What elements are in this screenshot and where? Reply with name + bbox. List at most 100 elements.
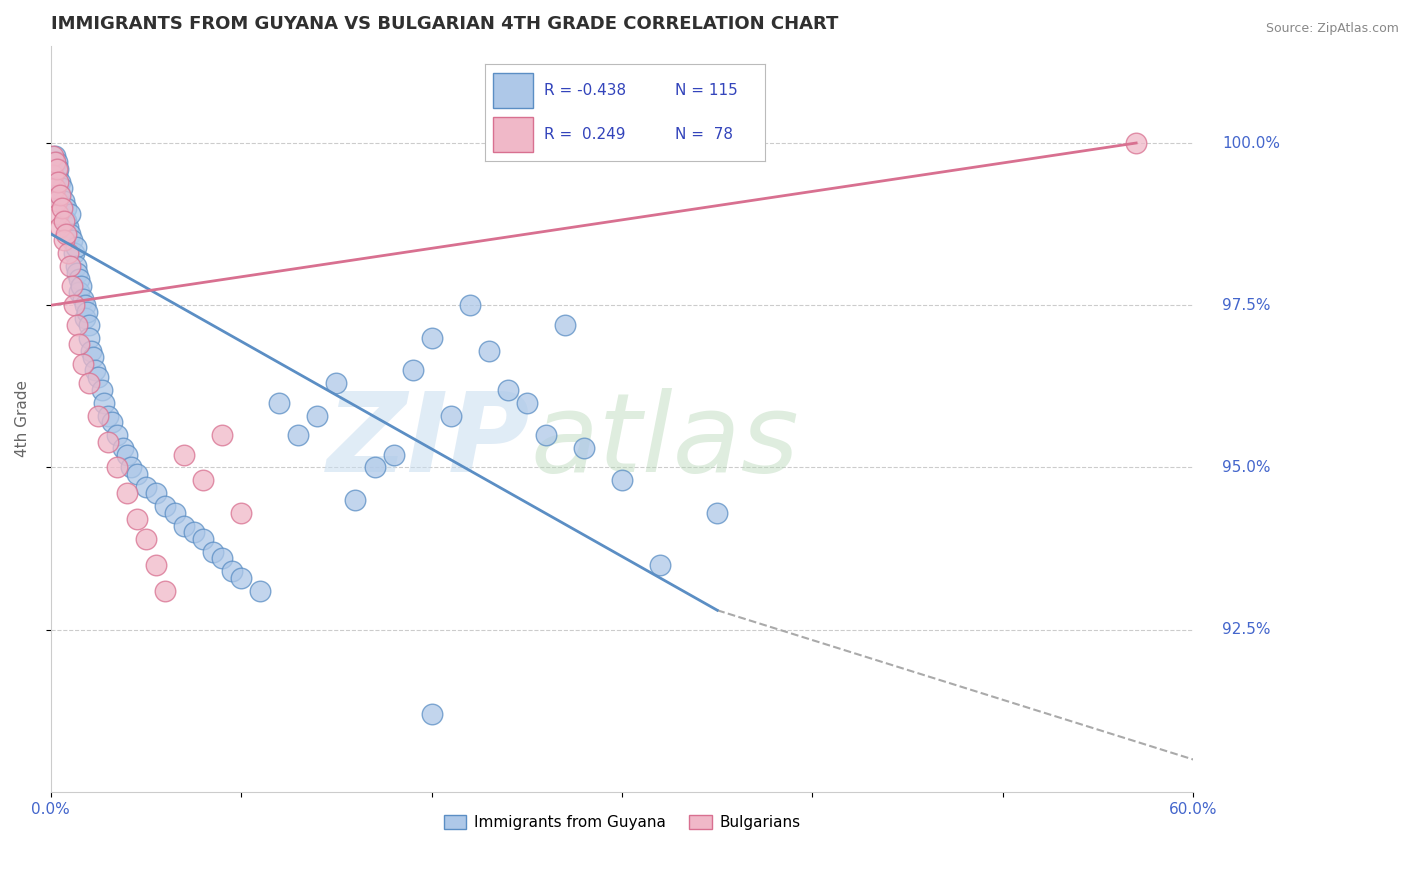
Point	[650, 558, 672, 572]
Point	[44, 155, 66, 169]
Point	[55, 227, 77, 241]
Point	[401, 363, 423, 377]
Point	[120, 460, 142, 475]
Point	[44, 181, 66, 195]
Text: Source: ZipAtlas.com: Source: ZipAtlas.com	[1265, 22, 1399, 36]
Point	[91, 383, 114, 397]
Point	[77, 376, 100, 391]
Point	[77, 318, 100, 332]
Text: atlas: atlas	[530, 388, 799, 495]
Point	[211, 551, 233, 566]
Point	[45, 155, 67, 169]
Point	[112, 441, 135, 455]
Point	[67, 285, 90, 300]
Point	[93, 395, 115, 409]
Point	[516, 395, 538, 409]
Point	[45, 194, 67, 209]
Point	[49, 175, 72, 189]
Point	[496, 383, 519, 397]
Point	[325, 376, 347, 391]
Point	[125, 467, 148, 481]
Point	[83, 363, 105, 377]
Text: 97.5%: 97.5%	[1222, 298, 1271, 313]
Text: 95.0%: 95.0%	[1222, 460, 1271, 475]
Point	[231, 506, 253, 520]
Point	[53, 233, 76, 247]
Point	[211, 428, 233, 442]
Point	[287, 428, 309, 442]
Point	[163, 506, 186, 520]
Point	[87, 409, 110, 423]
Point	[183, 525, 205, 540]
Point	[173, 519, 195, 533]
Point	[269, 395, 291, 409]
Point	[60, 233, 83, 247]
Point	[51, 201, 73, 215]
Point	[572, 441, 595, 455]
Point	[344, 492, 367, 507]
Point	[67, 337, 90, 351]
Point	[534, 428, 557, 442]
Point	[173, 448, 195, 462]
Point	[48, 175, 70, 189]
Point	[307, 409, 329, 423]
Y-axis label: 4th Grade: 4th Grade	[15, 380, 30, 458]
Point	[70, 278, 93, 293]
Point	[72, 292, 94, 306]
Point	[80, 343, 103, 358]
Point	[53, 214, 76, 228]
Point	[67, 272, 90, 286]
Point	[87, 369, 110, 384]
Point	[59, 207, 82, 221]
Point	[62, 246, 84, 260]
Point	[221, 564, 243, 578]
Point	[440, 409, 463, 423]
Point	[45, 161, 67, 176]
Point	[458, 298, 481, 312]
Point	[60, 278, 83, 293]
Point	[135, 532, 157, 546]
Point	[191, 474, 214, 488]
Point	[66, 318, 89, 332]
Point	[44, 149, 66, 163]
Text: IMMIGRANTS FROM GUYANA VS BULGARIAN 4TH GRADE CORRELATION CHART: IMMIGRANTS FROM GUYANA VS BULGARIAN 4TH …	[51, 15, 838, 33]
Point	[66, 266, 89, 280]
Point	[153, 583, 176, 598]
Point	[59, 227, 82, 241]
Point	[125, 512, 148, 526]
Text: ZIP: ZIP	[328, 388, 530, 495]
Point	[97, 409, 120, 423]
Point	[65, 240, 87, 254]
Point	[145, 558, 167, 572]
Point	[107, 460, 129, 475]
Point	[49, 220, 72, 235]
Point	[100, 415, 122, 429]
Point	[77, 331, 100, 345]
Point	[49, 188, 72, 202]
Text: 100.0%: 100.0%	[1222, 136, 1279, 151]
Text: 92.5%: 92.5%	[1222, 623, 1271, 637]
Point	[249, 583, 271, 598]
Point	[153, 500, 176, 514]
Point	[49, 188, 72, 202]
Point	[478, 343, 501, 358]
Point	[56, 220, 79, 235]
Point	[55, 214, 77, 228]
Point	[115, 448, 138, 462]
Point	[115, 486, 138, 500]
Legend: Immigrants from Guyana, Bulgarians: Immigrants from Guyana, Bulgarians	[437, 809, 807, 837]
Point	[45, 169, 67, 183]
Point	[420, 707, 443, 722]
Point	[1125, 136, 1147, 150]
Point	[97, 434, 120, 449]
Point	[610, 474, 633, 488]
Point	[76, 304, 98, 318]
Point	[382, 448, 405, 462]
Point	[82, 350, 104, 364]
Point	[55, 201, 77, 215]
Point	[191, 532, 214, 546]
Point	[75, 298, 97, 312]
Point	[51, 181, 73, 195]
Point	[75, 311, 97, 326]
Point	[420, 331, 443, 345]
